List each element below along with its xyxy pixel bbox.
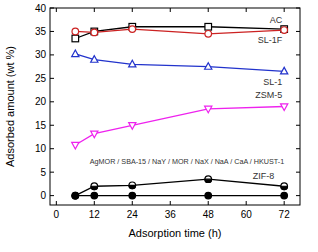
- marker: [129, 123, 136, 130]
- marker: [205, 106, 212, 113]
- y-tick-right: [296, 101, 300, 102]
- y-tick-right: [296, 31, 300, 32]
- x-tick: [208, 201, 209, 205]
- y-tick: [50, 125, 54, 126]
- x-tick: [246, 201, 247, 205]
- y-tick-label: 40: [35, 3, 47, 14]
- series-label: ZSM-5: [255, 90, 282, 100]
- marker: [72, 35, 79, 42]
- marker-half: [129, 185, 136, 188]
- marker: [129, 182, 136, 189]
- y-tick: [50, 195, 54, 196]
- y-tick-right: [296, 54, 300, 55]
- y-tick-label: 25: [35, 73, 47, 84]
- marker: [91, 131, 98, 138]
- y-tick: [50, 148, 54, 149]
- x-tick-top: [132, 8, 133, 12]
- marker: [129, 60, 136, 67]
- y-tick-label: 30: [35, 49, 47, 60]
- marker: [129, 192, 136, 199]
- y-tick-right: [296, 125, 300, 126]
- y-tick: [50, 78, 54, 79]
- series-label: SL-1F: [258, 35, 283, 45]
- y-tick: [50, 101, 54, 102]
- x-tick-label: 60: [241, 209, 253, 220]
- marker: [205, 63, 212, 70]
- series-label: AgMOR / SBA-15 / NaY / MOR / NaX / NaA /…: [90, 157, 284, 166]
- y-tick-label: 0: [40, 190, 46, 201]
- x-tick: [56, 201, 57, 205]
- marker: [72, 50, 79, 57]
- plot-frame: [50, 8, 300, 205]
- y-tick-right: [296, 172, 300, 173]
- x-tick-label: 24: [127, 209, 139, 220]
- plot-data: [72, 23, 288, 198]
- x-tick: [170, 201, 171, 205]
- y-tick-right: [296, 195, 300, 196]
- y-tick-right: [296, 148, 300, 149]
- series-line: [75, 29, 284, 34]
- marker: [72, 142, 79, 149]
- marker: [281, 26, 288, 33]
- x-tick-top: [170, 8, 171, 12]
- marker: [91, 28, 98, 35]
- x-axis-label: Adsorption time (h): [129, 227, 222, 239]
- y-tick: [50, 8, 54, 9]
- x-tick-label: 48: [203, 209, 215, 220]
- marker: [72, 192, 79, 199]
- marker: [281, 67, 288, 74]
- x-tick-top: [246, 8, 247, 12]
- series-label: ZIF-8: [253, 171, 275, 181]
- y-tick-label: 15: [35, 120, 47, 131]
- x-tick: [132, 201, 133, 205]
- y-tick-label: 35: [35, 26, 47, 37]
- marker: [91, 56, 98, 63]
- x-tick-top: [94, 8, 95, 12]
- x-tick-label: 36: [165, 209, 177, 220]
- x-tick-label: 12: [89, 209, 101, 220]
- series-line: [75, 27, 284, 39]
- marker: [281, 104, 288, 111]
- y-tick: [50, 31, 54, 32]
- marker: [205, 30, 212, 37]
- series-line: [75, 107, 284, 145]
- marker: [72, 28, 79, 35]
- series-line: [75, 54, 284, 71]
- x-tick-top: [56, 8, 57, 12]
- y-tick-right: [296, 78, 300, 79]
- x-tick-top: [208, 8, 209, 12]
- series-label: SL-1: [263, 77, 282, 87]
- marker: [205, 23, 212, 30]
- y-tick-label: 5: [40, 167, 46, 178]
- chart: 0 12 24 36 48 60 72 0 5 10 15 20 25 30 35 40 Adsorption …: [0, 0, 318, 252]
- x-tick: [94, 201, 95, 205]
- y-tick: [50, 54, 54, 55]
- y-tick-label: 20: [35, 96, 47, 107]
- marker: [91, 183, 98, 190]
- series-line: [75, 195, 284, 196]
- y-axis-label: Adsorbed amount (wt %): [4, 46, 16, 167]
- series-line: [75, 179, 284, 195]
- x-tick-label: 72: [279, 209, 291, 220]
- x-tick-top: [284, 8, 285, 12]
- y-tick-right: [296, 8, 300, 9]
- marker: [205, 192, 212, 199]
- x-tick-label: 0: [54, 209, 60, 220]
- marker-half: [281, 186, 288, 189]
- marker-half: [91, 186, 98, 189]
- series-label: AC: [270, 15, 283, 25]
- x-tick: [284, 201, 285, 205]
- marker-half: [205, 179, 212, 182]
- marker: [91, 29, 98, 36]
- marker: [281, 183, 288, 190]
- y-tick-label: 10: [35, 143, 47, 154]
- marker: [72, 192, 79, 199]
- marker: [281, 27, 288, 34]
- marker: [205, 176, 212, 183]
- marker: [281, 192, 288, 199]
- y-tick: [50, 172, 54, 173]
- marker: [129, 26, 136, 33]
- marker: [91, 192, 98, 199]
